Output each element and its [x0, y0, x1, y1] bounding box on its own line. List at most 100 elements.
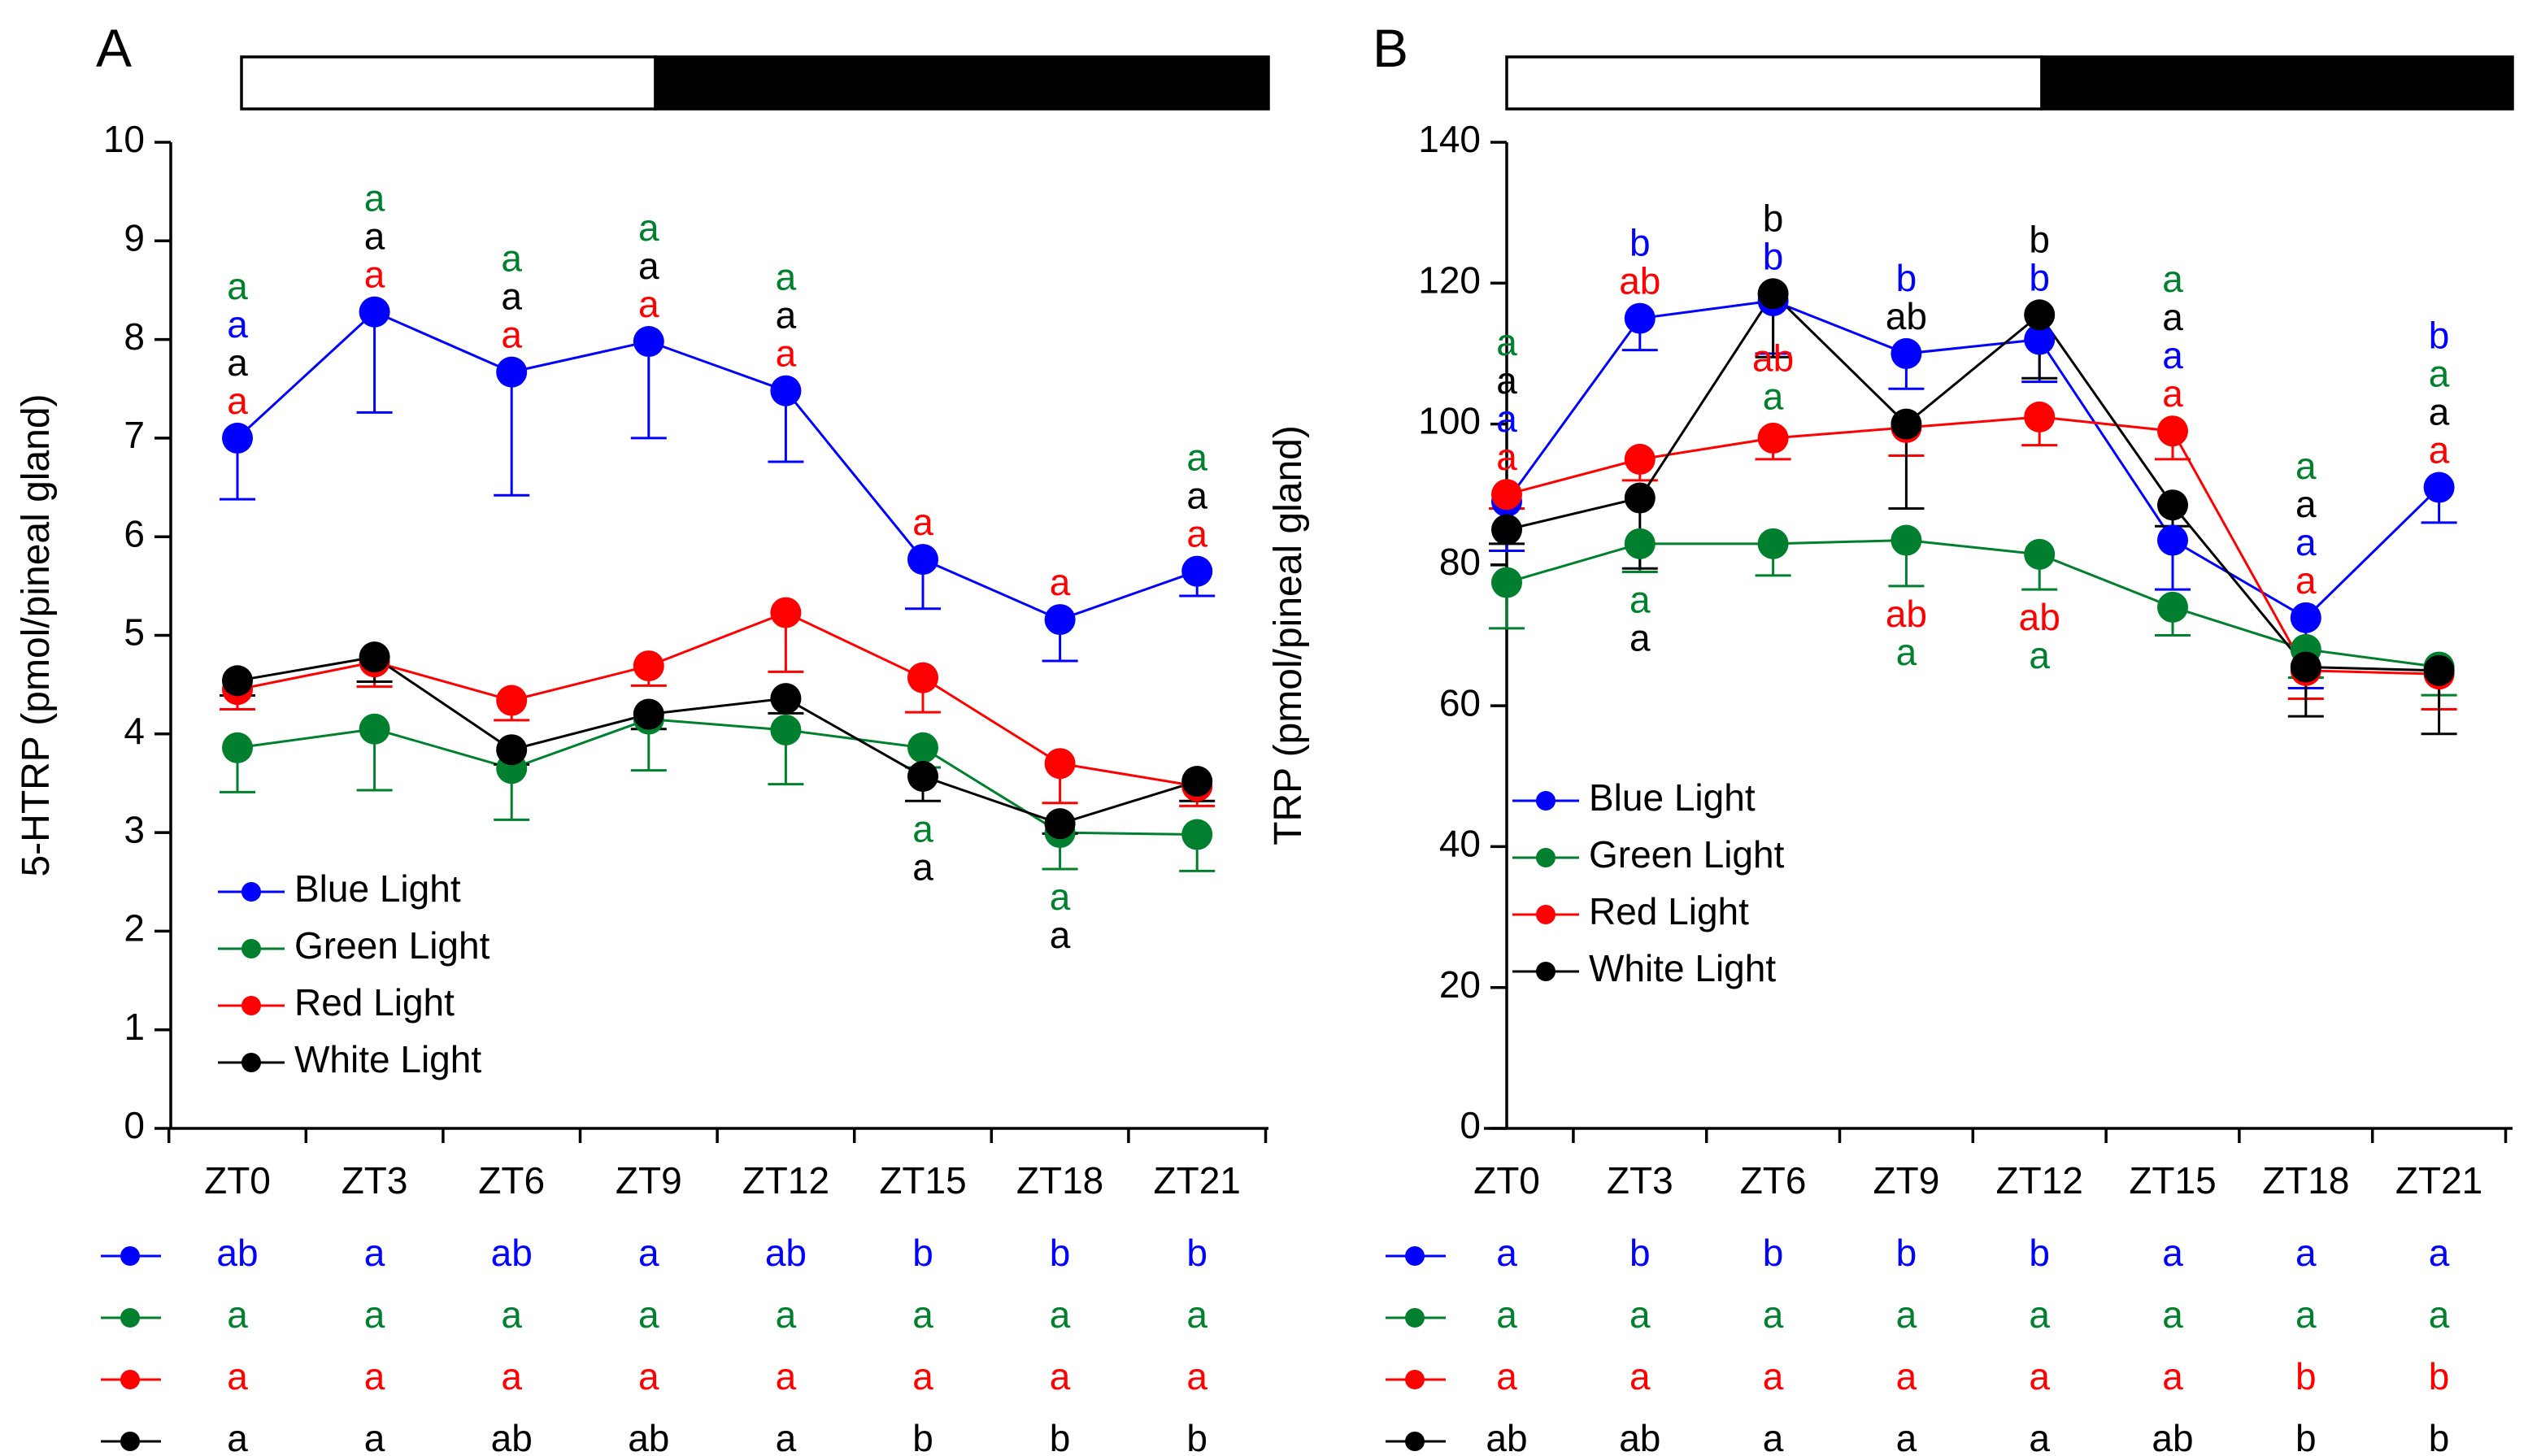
series-line: [1506, 539, 2439, 668]
panel-a-significance-letter: a: [776, 294, 797, 337]
panel-a-significance-letter: a: [912, 501, 933, 543]
panel-a-significance-letter: a: [227, 265, 248, 307]
table-letter: ab: [491, 1417, 533, 1456]
panel-b-significance-letter: a: [2029, 634, 2050, 676]
panel-b-ytick-label: 80: [1439, 541, 1481, 583]
data-point: [359, 641, 390, 673]
panel-b-significance-letter: a: [2429, 353, 2450, 395]
panel-b-significance-letter: a: [2162, 258, 2183, 300]
data-point: [1491, 479, 1522, 511]
panel-a-significance-letter: a: [364, 215, 385, 258]
panel-b-significance-letter: a: [1629, 617, 1651, 659]
table-letter: a: [501, 1355, 522, 1397]
panel-a-significance-letter: a: [912, 845, 933, 888]
table-letter: a: [1763, 1293, 1784, 1336]
legend-label: Blue Light: [1589, 776, 1756, 819]
table-row-marker: [120, 1308, 140, 1328]
data-point: [633, 698, 664, 730]
table-row-marker: [1405, 1370, 1425, 1389]
panel-b-significance-letter: a: [1496, 436, 1517, 478]
table-row-marker: [120, 1370, 140, 1389]
panel-b-ytick-label: 100: [1418, 400, 1481, 442]
panel-a-ylabel: 5-HTRP (pmol/pineal gland): [15, 393, 58, 876]
data-point: [2024, 401, 2056, 432]
data-point: [1757, 422, 1789, 454]
table-letter: b: [1050, 1232, 1071, 1274]
panel-b-significance-letter: a: [2295, 521, 2317, 563]
table-letter: a: [912, 1355, 933, 1397]
panel-a-significance-letter: a: [1186, 475, 1207, 517]
data-point: [2290, 651, 2321, 683]
panel-b-significance-letter: a: [2429, 429, 2450, 472]
table-letter: ab: [2152, 1417, 2193, 1456]
data-point: [1624, 528, 1656, 559]
table-row-marker: [120, 1432, 140, 1451]
data-point: [1757, 278, 1789, 310]
panel-a-xtick-label: ZT6: [478, 1159, 545, 1202]
panel-a-significance-letter: a: [638, 283, 659, 325]
legend-marker: [241, 882, 261, 902]
panel-b-significance-letter: ab: [1886, 593, 1927, 635]
table-letter: b: [2429, 1355, 2450, 1397]
data-point: [1624, 443, 1656, 475]
panel-b-significance-letter: a: [1496, 359, 1517, 402]
data-point: [1624, 302, 1656, 334]
table-letter: a: [1896, 1355, 1917, 1397]
panel-b-significance-letter: a: [2295, 483, 2317, 525]
panel-b-xtick-label: ZT6: [1740, 1159, 1807, 1202]
data-point: [907, 760, 938, 792]
table-letter: a: [1496, 1232, 1517, 1274]
panel-b-significance-letter: a: [1629, 579, 1651, 621]
table-letter: b: [912, 1417, 933, 1456]
legend-label: White Light: [294, 1038, 481, 1080]
data-point: [2157, 524, 2188, 556]
data-point: [2157, 591, 2188, 623]
table-letter: a: [1629, 1355, 1651, 1397]
legend-label: Red Light: [294, 981, 455, 1024]
table-row-marker: [1405, 1246, 1425, 1266]
panel-a-significance-letter: a: [638, 206, 659, 249]
legend-marker: [1536, 962, 1556, 981]
data-point: [907, 544, 938, 576]
panel-b-ytick-label: 60: [1439, 681, 1481, 724]
panel-a-significance-letter: a: [227, 380, 248, 422]
legend-label: Red Light: [1589, 890, 1749, 932]
panel-b-significance-letter: b: [2429, 315, 2450, 357]
table-letter: a: [638, 1293, 659, 1336]
table-letter: ab: [628, 1417, 669, 1456]
table-row-marker: [120, 1246, 140, 1266]
data-point: [2290, 602, 2321, 633]
data-point: [1757, 528, 1789, 559]
table-letter: a: [1896, 1293, 1917, 1336]
table-letter: a: [1763, 1417, 1784, 1456]
data-point: [496, 356, 528, 388]
panel-a-ytick-label: 4: [124, 710, 145, 752]
panel-b-xtick-label: ZT21: [2395, 1159, 2482, 1202]
panel-a-ytick-label: 8: [124, 315, 145, 358]
table-row-marker: [1405, 1308, 1425, 1328]
table-letter: a: [1496, 1293, 1517, 1336]
panel-b-ytick-label: 20: [1439, 963, 1481, 1006]
table-letter: a: [2295, 1293, 2317, 1336]
panel-a-letter: A: [96, 18, 132, 78]
data-point: [359, 296, 390, 328]
panel-a-xtick-label: ZT3: [342, 1159, 408, 1202]
panel-a-significance-letter: a: [364, 177, 385, 219]
table-letter: b: [1629, 1232, 1651, 1274]
panel-a-significance-letter: a: [912, 807, 933, 850]
panel-b-significance-letter: ab: [1886, 295, 1927, 337]
table-row-marker: [1405, 1432, 1425, 1451]
panel-b-significance-letter: a: [2295, 559, 2317, 602]
data-point: [2024, 324, 2056, 355]
table-letter: a: [1896, 1417, 1917, 1456]
table-letter: a: [776, 1355, 797, 1397]
panel-a-significance-letter: a: [1050, 914, 1071, 956]
panel-a-series-white-light: [220, 655, 1216, 835]
panel-b-significance-letter: ab: [2019, 596, 2060, 638]
panel-a-significance-letter: a: [364, 254, 385, 296]
table-letter: b: [2295, 1355, 2317, 1397]
table-letter: a: [2029, 1417, 2050, 1456]
table-letter: b: [2295, 1417, 2317, 1456]
data-point: [1044, 808, 1076, 840]
